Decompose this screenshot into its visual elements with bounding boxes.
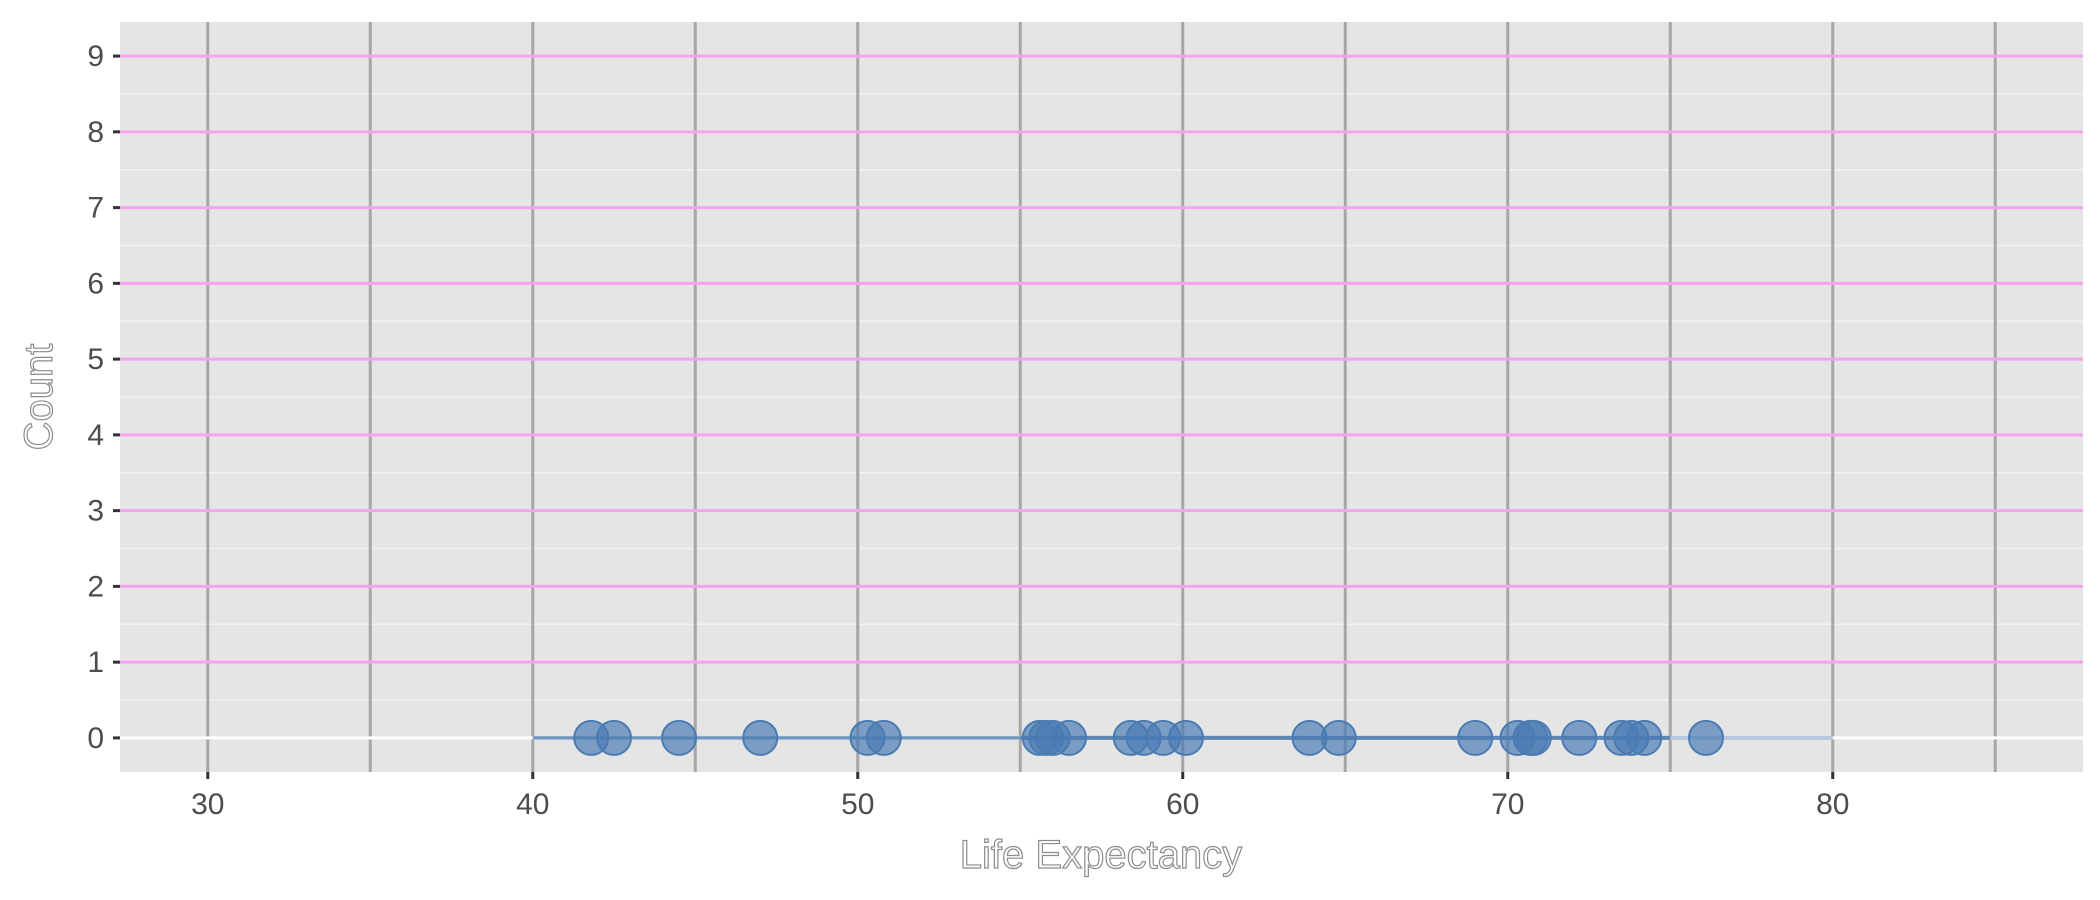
x-axis: 30 40 50 60 70 80 xyxy=(191,772,1849,821)
data-point xyxy=(1688,719,1724,756)
minor-gridlines xyxy=(120,93,2083,701)
x-axis-title: Life Expectancy xyxy=(960,833,1242,877)
data-point xyxy=(865,719,902,756)
data-point xyxy=(1561,719,1598,756)
x-gridlines xyxy=(206,22,1997,772)
x-tick-label: 80 xyxy=(1816,788,1849,821)
x-tick-label: 40 xyxy=(516,788,549,821)
x-tick-label: 50 xyxy=(841,788,874,821)
y-tick-label: 4 xyxy=(87,419,104,452)
data-point xyxy=(1626,719,1663,756)
data-point xyxy=(742,719,779,756)
y-tick-label: 6 xyxy=(87,267,104,300)
x-tick-label: 60 xyxy=(1166,788,1199,821)
data-point xyxy=(1457,719,1494,756)
data-point xyxy=(1515,719,1552,756)
data-point xyxy=(1168,719,1204,756)
data-point xyxy=(1320,719,1357,756)
y-tick-label: 7 xyxy=(87,192,104,225)
x-tick-label: 30 xyxy=(191,788,224,821)
y-tick-label: 0 xyxy=(87,722,104,755)
y-tick-label: 9 xyxy=(87,40,104,73)
data-point xyxy=(661,719,697,756)
y-tick-label: 1 xyxy=(87,646,104,679)
y-tick-label: 8 xyxy=(87,116,104,149)
y-tick-label: 5 xyxy=(87,343,104,376)
x-tick-label: 70 xyxy=(1491,788,1524,821)
y-tick-label: 3 xyxy=(87,495,104,528)
y-axis: 0 1 2 3 4 5 6 7 8 9 xyxy=(87,40,120,755)
data-point xyxy=(1051,719,1087,756)
data-point xyxy=(596,719,632,756)
data-points xyxy=(573,719,1724,756)
y-axis-title: Count xyxy=(17,344,61,451)
y-tick-label: 2 xyxy=(87,570,104,603)
